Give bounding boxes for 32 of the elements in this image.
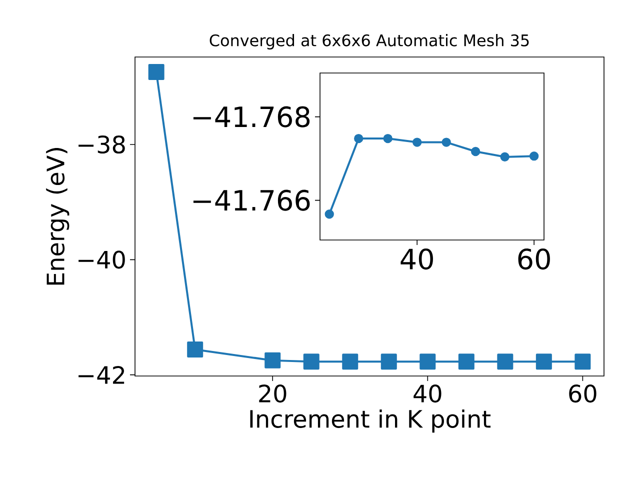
x-tick-label: 20 (259, 384, 286, 403)
point (264, 352, 281, 368)
y-axis-title: Energy (eV) (46, 148, 70, 285)
point (187, 342, 204, 358)
point (380, 354, 397, 370)
point (500, 152, 510, 162)
point (354, 134, 364, 144)
point (148, 64, 164, 80)
point (458, 354, 474, 370)
point (420, 354, 436, 370)
point (497, 354, 514, 370)
x-tick-label: 40 (414, 384, 442, 403)
point (324, 210, 334, 219)
point (529, 151, 539, 161)
point (412, 138, 422, 147)
x-tick-label: 60 (518, 248, 550, 270)
x-tick-label: 60 (569, 384, 596, 403)
point (574, 354, 591, 370)
y-tick-label: −42 (78, 366, 124, 384)
point (342, 354, 358, 370)
point (383, 134, 392, 144)
y-tick-label: −41.766 (193, 190, 310, 211)
point (536, 354, 552, 370)
point (303, 354, 320, 370)
point (442, 138, 451, 147)
chart-title: Converged at 6x6x6 Automatic Mesh 35 (210, 34, 529, 50)
y-tick-label: −38 (78, 135, 125, 154)
y-tick-label: −41.768 (193, 106, 310, 128)
x-tick-label: 40 (400, 248, 433, 270)
x-axis-title: Increment in K point (250, 409, 491, 433)
y-tick-label: −40 (78, 250, 125, 269)
point (470, 146, 480, 156)
